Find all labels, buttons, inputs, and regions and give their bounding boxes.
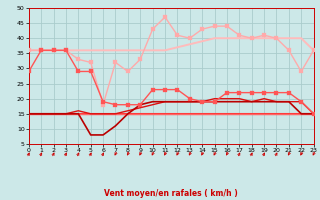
Text: Vent moyen/en rafales ( km/h ): Vent moyen/en rafales ( km/h ) xyxy=(104,189,238,198)
